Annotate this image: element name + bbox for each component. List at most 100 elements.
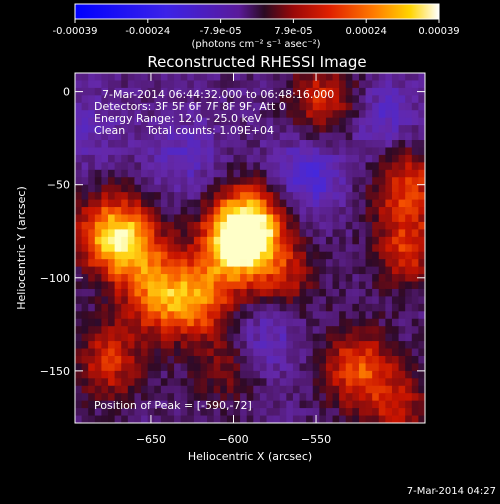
heatmap-cell — [266, 370, 274, 379]
heatmap-cell — [365, 400, 373, 409]
heatmap-cell — [94, 102, 103, 111]
heatmap-cell — [418, 385, 425, 394]
heatmap-cell — [240, 169, 248, 178]
heatmap-cell — [332, 408, 340, 417]
heatmap-cell — [405, 266, 413, 275]
heatmap-cell — [372, 117, 380, 126]
heatmap-cell — [253, 110, 261, 119]
heatmap-cell — [391, 415, 400, 423]
heatmap-cell — [88, 214, 96, 223]
heatmap-cell — [358, 125, 367, 134]
heatmap-cell — [358, 378, 367, 387]
heatmap-cell — [306, 408, 314, 417]
heatmap-cell — [147, 274, 155, 283]
heatmap-cell — [220, 184, 228, 193]
heatmap-cell — [213, 132, 221, 141]
heatmap-cell — [398, 318, 406, 327]
heatmap-cell — [345, 140, 353, 149]
heatmap-cell — [312, 341, 320, 350]
heatmap-cell — [174, 199, 182, 208]
heatmap-cell — [174, 110, 182, 119]
heatmap-cell — [200, 408, 208, 417]
heatmap-cell — [372, 259, 380, 268]
heatmap-cell — [411, 251, 419, 260]
heatmap-cell — [319, 281, 327, 290]
heatmap-cell — [226, 333, 235, 342]
heatmap-cell — [240, 288, 248, 298]
heatmap-cell — [101, 288, 109, 298]
heatmap-cell — [325, 221, 334, 230]
heatmap-cell — [332, 288, 340, 298]
heatmap-cell — [286, 244, 294, 253]
heatmap-cell — [259, 125, 268, 134]
heatmap-cell — [398, 274, 406, 283]
heatmap-cell — [345, 251, 353, 260]
heatmap-cell — [378, 259, 386, 268]
heatmap-cell — [266, 221, 274, 230]
heatmap-cell — [193, 288, 202, 298]
heatmap-cell — [213, 355, 221, 365]
heatmap-cell — [233, 87, 241, 96]
heatmap-cell — [339, 363, 347, 372]
heatmap-cell — [306, 214, 314, 223]
heatmap-cell — [207, 393, 215, 402]
heatmap-cell — [312, 393, 320, 402]
heatmap-cell — [75, 102, 83, 111]
heatmap-cell — [200, 370, 208, 379]
heatmap-cell — [286, 370, 294, 379]
heatmap-cell — [378, 370, 386, 379]
heatmap-cell — [405, 318, 413, 327]
heatmap-cell — [134, 169, 142, 178]
heatmap-cell — [279, 140, 287, 149]
heatmap-cell — [372, 281, 380, 290]
heatmap-cell — [253, 147, 261, 156]
heatmap-cell — [339, 95, 347, 104]
heatmap-cell — [160, 162, 169, 171]
heatmap-cell — [187, 393, 195, 402]
heatmap-cell — [312, 400, 320, 409]
heatmap-cell — [108, 140, 116, 149]
heatmap-cell — [319, 162, 327, 171]
heatmap-cell — [108, 125, 116, 134]
heatmap-cell — [253, 274, 261, 283]
heatmap-cell — [220, 318, 228, 327]
heatmap-cell — [339, 184, 347, 193]
heatmap-cell — [154, 110, 162, 119]
heatmap-cell — [312, 125, 320, 134]
heatmap-cell — [240, 326, 248, 335]
heatmap-cell — [279, 326, 287, 335]
heatmap-cell — [325, 177, 334, 186]
heatmap-cell — [253, 87, 261, 96]
heatmap-cell — [81, 378, 89, 387]
plot-frame — [74, 72, 426, 424]
heatmap-cell — [226, 169, 235, 178]
heatmap-cell — [332, 363, 340, 372]
heatmap-cell — [101, 415, 109, 423]
heatmap-cell — [174, 311, 182, 320]
heatmap-cell — [101, 125, 109, 134]
heatmap-cell — [306, 326, 314, 335]
heatmap-cell — [180, 229, 188, 238]
heatmap-cell — [319, 110, 327, 119]
heatmap-cell — [187, 102, 195, 111]
heatmap-cell — [240, 80, 248, 89]
heatmap-cell — [266, 87, 274, 96]
heatmap-cell — [114, 236, 122, 245]
heatmap-cell — [220, 303, 228, 312]
heatmap-cell — [207, 333, 215, 342]
heatmap-cell — [193, 102, 202, 111]
heatmap-cell — [286, 192, 294, 201]
heatmap-cell — [88, 147, 96, 156]
heatmap-cell — [75, 132, 83, 141]
heatmap-cell — [167, 169, 175, 178]
heatmap-cell — [213, 370, 221, 379]
heatmap-cell — [160, 348, 169, 357]
heatmap-cell — [114, 147, 122, 156]
heatmap-cell — [273, 192, 281, 201]
heatmap-cell — [193, 400, 202, 409]
footer-timestamp: 7-Mar-2014 04:27 — [407, 486, 496, 497]
heatmap-cell — [226, 311, 235, 320]
heatmap-cell — [292, 303, 301, 312]
heatmap-cell — [160, 192, 169, 201]
heatmap-cell — [174, 415, 182, 423]
